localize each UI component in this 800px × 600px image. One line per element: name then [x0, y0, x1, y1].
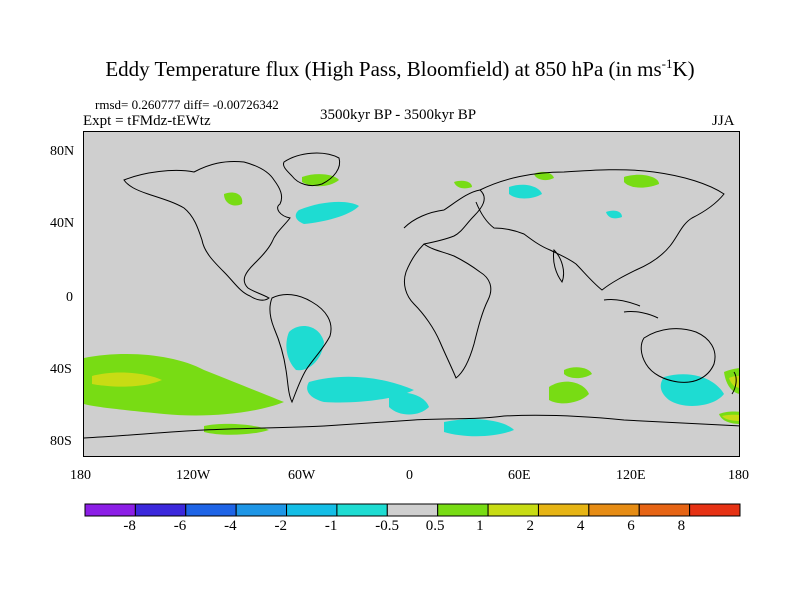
colorbar-label-7: 1: [476, 518, 484, 534]
colorbar-label-11: 8: [677, 518, 686, 534]
colorbar-label-10: 6: [627, 518, 635, 534]
anomaly-patches: [84, 171, 739, 437]
experiment-label: Expt = tFMdz-tEWtz: [83, 113, 211, 129]
coast-europe-africa: [403, 189, 492, 379]
colorbar-box-9: [537, 503, 590, 517]
map-panel: [83, 131, 740, 457]
lon-label-60e: 60E: [508, 468, 531, 483]
patch-indian-green-2: [564, 367, 592, 379]
colorbar-box-2: [185, 503, 237, 517]
colorbar-label-8: 2: [526, 518, 534, 534]
patch-south-pacific-green: [84, 354, 284, 416]
patch-hudson-green: [224, 192, 243, 206]
patch-indian-green: [549, 381, 589, 404]
colorbar-label-6: 0.5: [425, 518, 445, 534]
colorbar-box-6: [386, 503, 439, 517]
patch-arctic-green: [534, 171, 554, 181]
lon-label-0: 0: [406, 468, 413, 483]
colorbar-box-7: [437, 503, 489, 517]
patch-scandinavia-green: [454, 180, 472, 189]
colorbar-box-1: [134, 503, 187, 517]
lat-label-40s: 40S: [50, 362, 72, 377]
colorbar: [84, 503, 741, 517]
coast-antarctica: [84, 414, 739, 439]
lat-label-0: 0: [66, 290, 73, 305]
lon-label-120e: 120E: [616, 468, 646, 483]
lon-label-180e: 180: [728, 468, 749, 483]
patch-east-siberia-green: [624, 174, 659, 188]
patch-south-america-cyan: [286, 326, 324, 371]
colorbar-box-3: [235, 503, 288, 517]
coast-greenland: [283, 152, 341, 187]
colorbar-box-5: [336, 503, 388, 517]
colorbar-box-4: [286, 503, 338, 517]
colorbar-box-10: [588, 503, 640, 517]
patch-southern-green: [204, 423, 269, 435]
plot-title: Eddy Temperature flux (High Pass, Bloomf…: [0, 56, 800, 82]
patch-north-atlantic-cyan: [295, 201, 359, 224]
colorbar-label-2: -4: [224, 518, 237, 534]
lon-label-180w: 180: [70, 468, 91, 483]
patch-southern-yellow: [722, 414, 739, 421]
coast-indonesia: [603, 299, 659, 319]
coast-asia: [475, 169, 725, 291]
title-superscript: -1: [661, 56, 673, 71]
colorbar-box-11: [638, 503, 691, 517]
period-label: 3500kyr BP - 3500kyr BP: [320, 107, 477, 123]
season-label: JJA: [712, 113, 735, 129]
lat-label-40n: 40N: [50, 216, 75, 231]
title-text: Eddy Temperature flux (High Pass, Bloomf…: [105, 57, 662, 81]
patch-indian-cyan: [444, 419, 514, 437]
patch-siberia-cyan: [509, 184, 542, 199]
colorbar-label-5: -0.5: [375, 518, 400, 534]
colorbar-box-12: [689, 503, 741, 517]
colorbar-label-1: -6: [173, 518, 187, 534]
coastlines: [84, 152, 739, 439]
colorbar-box-8: [487, 503, 539, 517]
lat-label-80s: 80S: [50, 434, 72, 449]
coast-south-america: [269, 294, 332, 404]
colorbar-label-4: -1: [324, 518, 338, 534]
colorbar-box-0: [84, 503, 136, 517]
coast-north-america: [123, 161, 291, 301]
stats-text: rmsd= 0.260777 diff= -0.00726342: [95, 97, 279, 112]
colorbar-label-9: 4: [576, 518, 585, 534]
patch-greenland-green: [302, 174, 339, 187]
coast-new-zealand: [731, 371, 737, 395]
patch-australia-cyan: [660, 374, 724, 406]
patch-south-atlantic-cyan: [307, 376, 414, 403]
coast-india: [553, 248, 565, 284]
lon-label-120w: 120W: [176, 468, 211, 483]
colorbar-label-3: -2: [274, 518, 288, 534]
lon-label-60w: 60W: [288, 468, 316, 483]
lat-label-80n: 80N: [50, 144, 75, 159]
title-end: K): [672, 57, 695, 81]
patch-south-pacific-yellow: [92, 372, 162, 387]
map-svg: [84, 152, 739, 439]
patch-south-atlantic-cyan-2: [389, 392, 429, 415]
patch-central-asia-cyan: [606, 210, 622, 219]
coast-australia: [640, 328, 716, 383]
colorbar-label-0: -8: [123, 518, 136, 534]
